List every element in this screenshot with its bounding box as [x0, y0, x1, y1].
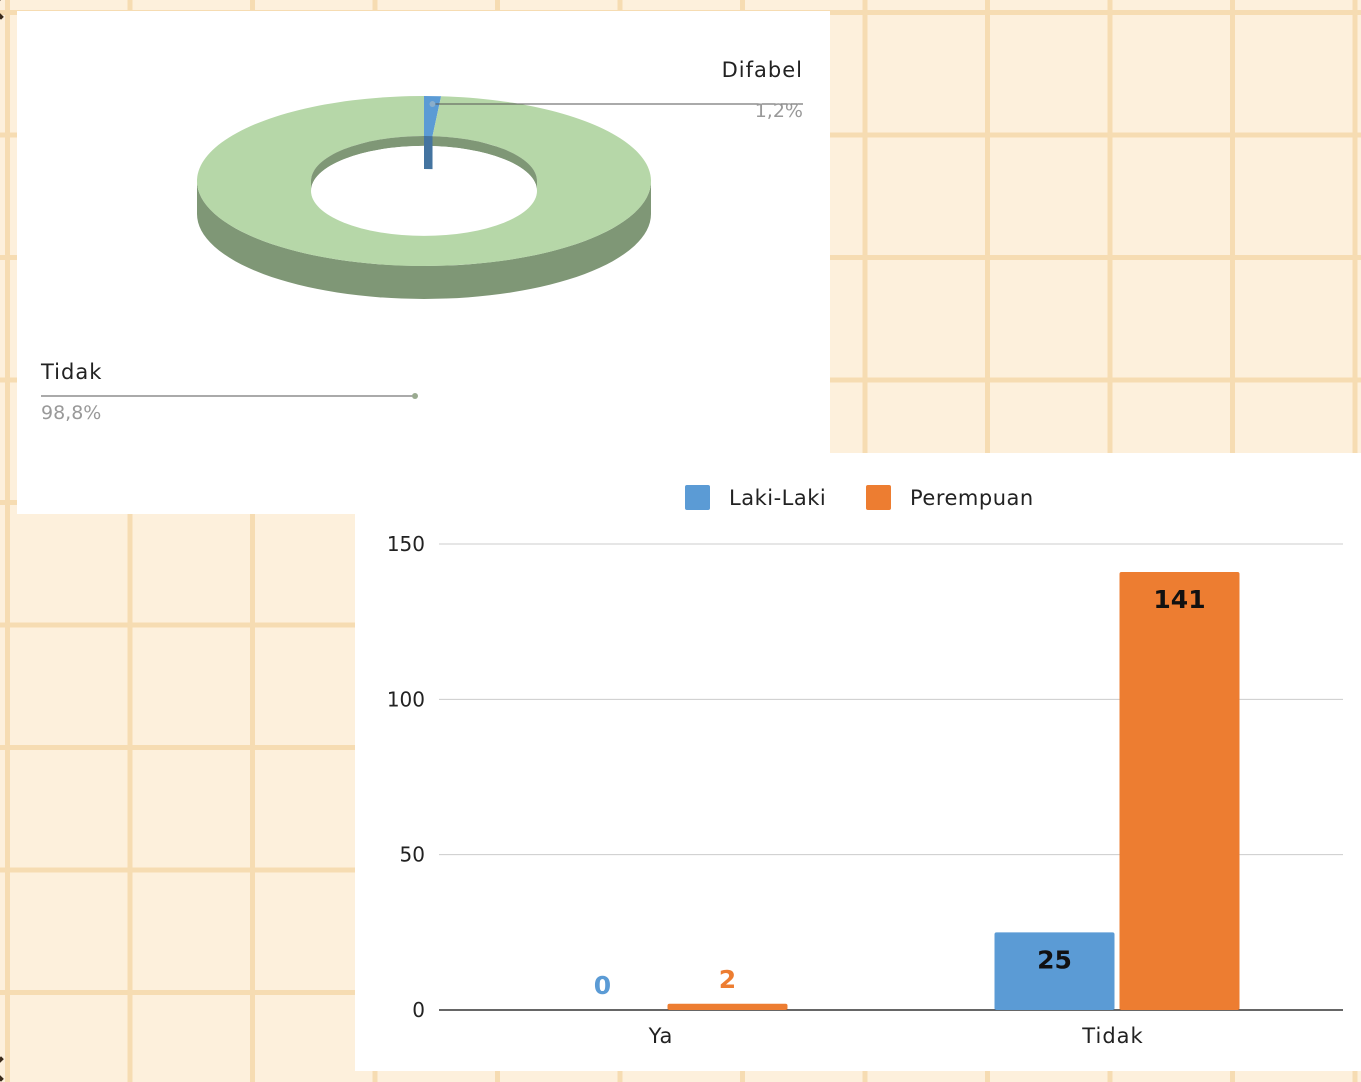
y-tick-label-50: 50 [400, 843, 425, 867]
data-label-ya-perempuan: 2 [719, 965, 736, 994]
donut-chart-panel: Difabel 1,2% Tidak 98,8% [17, 11, 830, 514]
y-tick-label-0: 0 [412, 998, 425, 1022]
y-tick-label-150: 150 [387, 532, 425, 556]
donut-inner-wall [311, 136, 537, 191]
legend-swatch-perempuan [866, 485, 891, 510]
legend-label-perempuan: Perempuan [910, 486, 1034, 510]
donut-hole [311, 145, 537, 236]
data-label-tidak-laki-laki: 25 [1037, 945, 1072, 974]
bar-tidak-laki-laki [994, 932, 1115, 1010]
donut-slice-tidak [196, 96, 652, 266]
percent-tidak: 98,8% [41, 402, 101, 424]
donut-chart: Difabel 1,2% Tidak 98,8% [40, 58, 803, 424]
label-difabel: Difabel [722, 58, 803, 82]
legend-label-laki-laki: Laki-Laki [729, 486, 826, 510]
percent-difabel: 1,2% [755, 100, 803, 122]
data-label-ya-laki-laki: 0 [594, 971, 611, 1000]
bar-tidak-perempuan [1119, 571, 1240, 1010]
bar-chart: Laki-Laki Perempuan 0 50 100 150 Ya 0 2 Tidak 25 14… [387, 485, 1343, 1048]
corner-mark-top-left [0, 0, 14, 20]
corner-mark-bottom-left [0, 1056, 14, 1082]
x-tick-label-tidak: Tidak [1081, 1024, 1143, 1048]
donut-outer-wall [197, 181, 651, 299]
bar-chart-panel: Laki-Laki Perempuan 0 50 100 150 Ya 0 2 Tidak 25 14… [355, 453, 1361, 1071]
label-tidak: Tidak [40, 360, 102, 384]
y-tick-label-100: 100 [387, 687, 425, 711]
bar-ya-perempuan [667, 1003, 788, 1010]
leader-dot-difabel [429, 101, 436, 108]
data-label-tidak-perempuan: 141 [1153, 585, 1205, 614]
x-tick-label-ya: Ya [648, 1024, 674, 1048]
donut-slice-difabel [424, 96, 442, 137]
legend-swatch-laki-laki [685, 485, 710, 510]
donut-slice-difabel-wall [424, 136, 433, 170]
leader-dot-tidak [412, 393, 418, 399]
